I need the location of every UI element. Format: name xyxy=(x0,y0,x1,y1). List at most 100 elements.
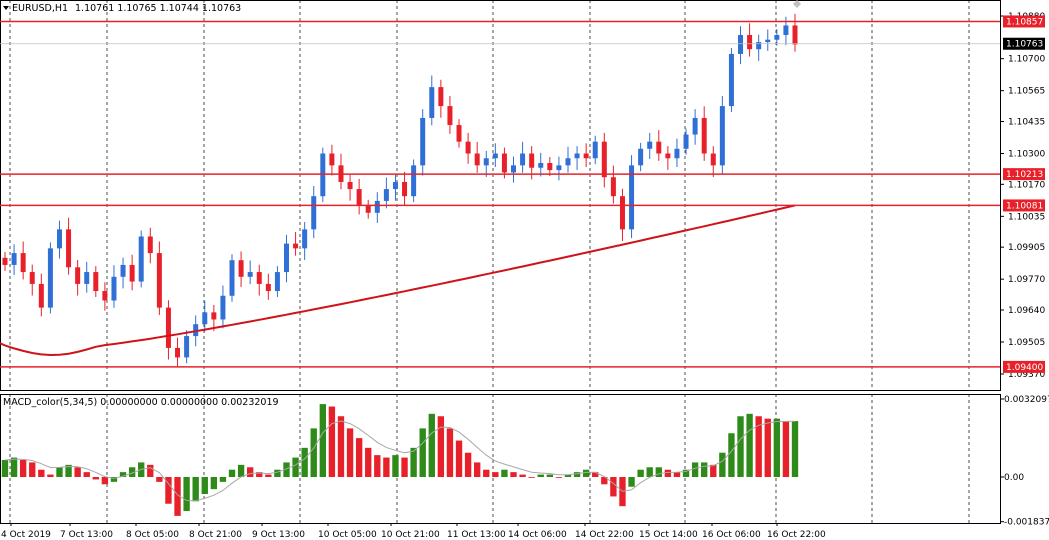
candle[interactable] xyxy=(84,261,90,293)
candle[interactable] xyxy=(665,146,671,170)
chevron-down-icon[interactable] xyxy=(3,6,9,10)
candle[interactable] xyxy=(302,222,308,260)
candle[interactable] xyxy=(311,185,317,239)
svg-text:1.09400: 1.09400 xyxy=(1006,363,1043,373)
candle[interactable] xyxy=(56,220,62,259)
scroll-marker-icon[interactable] xyxy=(793,0,801,8)
macd-bar xyxy=(265,474,272,477)
candle[interactable] xyxy=(583,143,589,168)
price-pane[interactable] xyxy=(0,0,1001,391)
candle[interactable] xyxy=(274,266,280,297)
current-price-box: 1.10763 xyxy=(1003,37,1045,50)
candle[interactable] xyxy=(474,141,480,173)
candle[interactable] xyxy=(165,300,171,360)
candle[interactable] xyxy=(383,177,389,209)
candle[interactable] xyxy=(238,251,244,287)
candle[interactable] xyxy=(175,337,181,367)
candle[interactable] xyxy=(47,242,53,314)
candle[interactable] xyxy=(111,265,117,308)
candle[interactable] xyxy=(293,231,299,256)
macd-bar xyxy=(410,447,417,477)
price-pane-border xyxy=(0,0,1001,391)
candle[interactable] xyxy=(184,330,190,364)
candle[interactable] xyxy=(610,165,616,204)
candle[interactable] xyxy=(765,29,771,51)
candle[interactable] xyxy=(66,217,72,275)
candle[interactable] xyxy=(547,157,553,177)
candle[interactable] xyxy=(756,34,762,61)
candle[interactable] xyxy=(347,174,353,201)
macd-bar xyxy=(655,467,662,477)
candle[interactable] xyxy=(538,152,544,177)
candle[interactable] xyxy=(629,155,635,239)
candle[interactable] xyxy=(465,132,471,164)
candle[interactable] xyxy=(338,153,344,190)
candle[interactable] xyxy=(574,146,580,170)
candle[interactable] xyxy=(420,109,426,176)
candle[interactable] xyxy=(120,257,126,289)
candle[interactable] xyxy=(229,254,235,302)
candle[interactable] xyxy=(247,260,253,285)
candle[interactable] xyxy=(638,142,644,172)
candle[interactable] xyxy=(674,138,680,168)
candle[interactable] xyxy=(283,234,289,283)
candle[interactable] xyxy=(501,147,507,179)
candle[interactable] xyxy=(492,143,498,168)
candle[interactable] xyxy=(402,171,408,205)
candle[interactable] xyxy=(619,188,625,241)
candle[interactable] xyxy=(256,264,262,296)
candle[interactable] xyxy=(747,23,753,57)
time-axis-label: 15 Oct 14:00 xyxy=(639,530,698,540)
candle[interactable] xyxy=(656,130,662,161)
candle[interactable] xyxy=(11,244,17,276)
candle[interactable] xyxy=(129,254,135,291)
candle[interactable] xyxy=(265,273,271,300)
candle[interactable] xyxy=(792,13,798,52)
candle[interactable] xyxy=(102,282,108,311)
level-price-box: 1.10857 xyxy=(1003,15,1045,28)
candle[interactable] xyxy=(138,230,144,288)
candle[interactable] xyxy=(75,259,81,296)
candle[interactable] xyxy=(701,106,707,161)
candle[interactable] xyxy=(29,264,35,296)
macd-bar xyxy=(601,477,608,485)
candle[interactable] xyxy=(683,128,689,155)
candle[interactable] xyxy=(511,156,517,183)
candle[interactable] xyxy=(483,150,489,177)
candle[interactable] xyxy=(392,174,398,201)
candle[interactable] xyxy=(2,251,8,271)
candle[interactable] xyxy=(520,141,526,173)
candle[interactable] xyxy=(565,146,571,173)
candle[interactable] xyxy=(365,199,371,219)
candle[interactable] xyxy=(211,305,217,332)
macd-header: MACD_color(5,34,5) 0.00000000 0.00000000… xyxy=(3,397,279,408)
candle[interactable] xyxy=(728,48,734,113)
candle[interactable] xyxy=(647,132,653,159)
candle[interactable] xyxy=(38,273,44,317)
candle[interactable] xyxy=(556,156,562,181)
candle[interactable] xyxy=(20,241,26,280)
candle[interactable] xyxy=(719,95,725,175)
candle[interactable] xyxy=(93,266,99,297)
candle[interactable] xyxy=(601,132,607,188)
candle[interactable] xyxy=(156,241,162,315)
candle[interactable] xyxy=(374,192,380,223)
candle[interactable] xyxy=(147,227,153,264)
candle[interactable] xyxy=(202,300,208,332)
candle[interactable] xyxy=(710,146,716,177)
candle[interactable] xyxy=(774,29,780,46)
candle[interactable] xyxy=(429,75,435,126)
candle[interactable] xyxy=(220,285,226,329)
candle[interactable] xyxy=(411,159,417,203)
macd-pane[interactable] xyxy=(0,394,1001,524)
candle[interactable] xyxy=(692,109,698,145)
candle[interactable] xyxy=(447,95,453,134)
candle[interactable] xyxy=(456,119,462,148)
time-axis-label: 14 Oct 06:00 xyxy=(508,530,567,540)
candle[interactable] xyxy=(438,79,444,118)
candle[interactable] xyxy=(329,144,335,176)
candle[interactable] xyxy=(738,26,744,65)
candle[interactable] xyxy=(356,178,362,215)
candle[interactable] xyxy=(592,135,598,165)
